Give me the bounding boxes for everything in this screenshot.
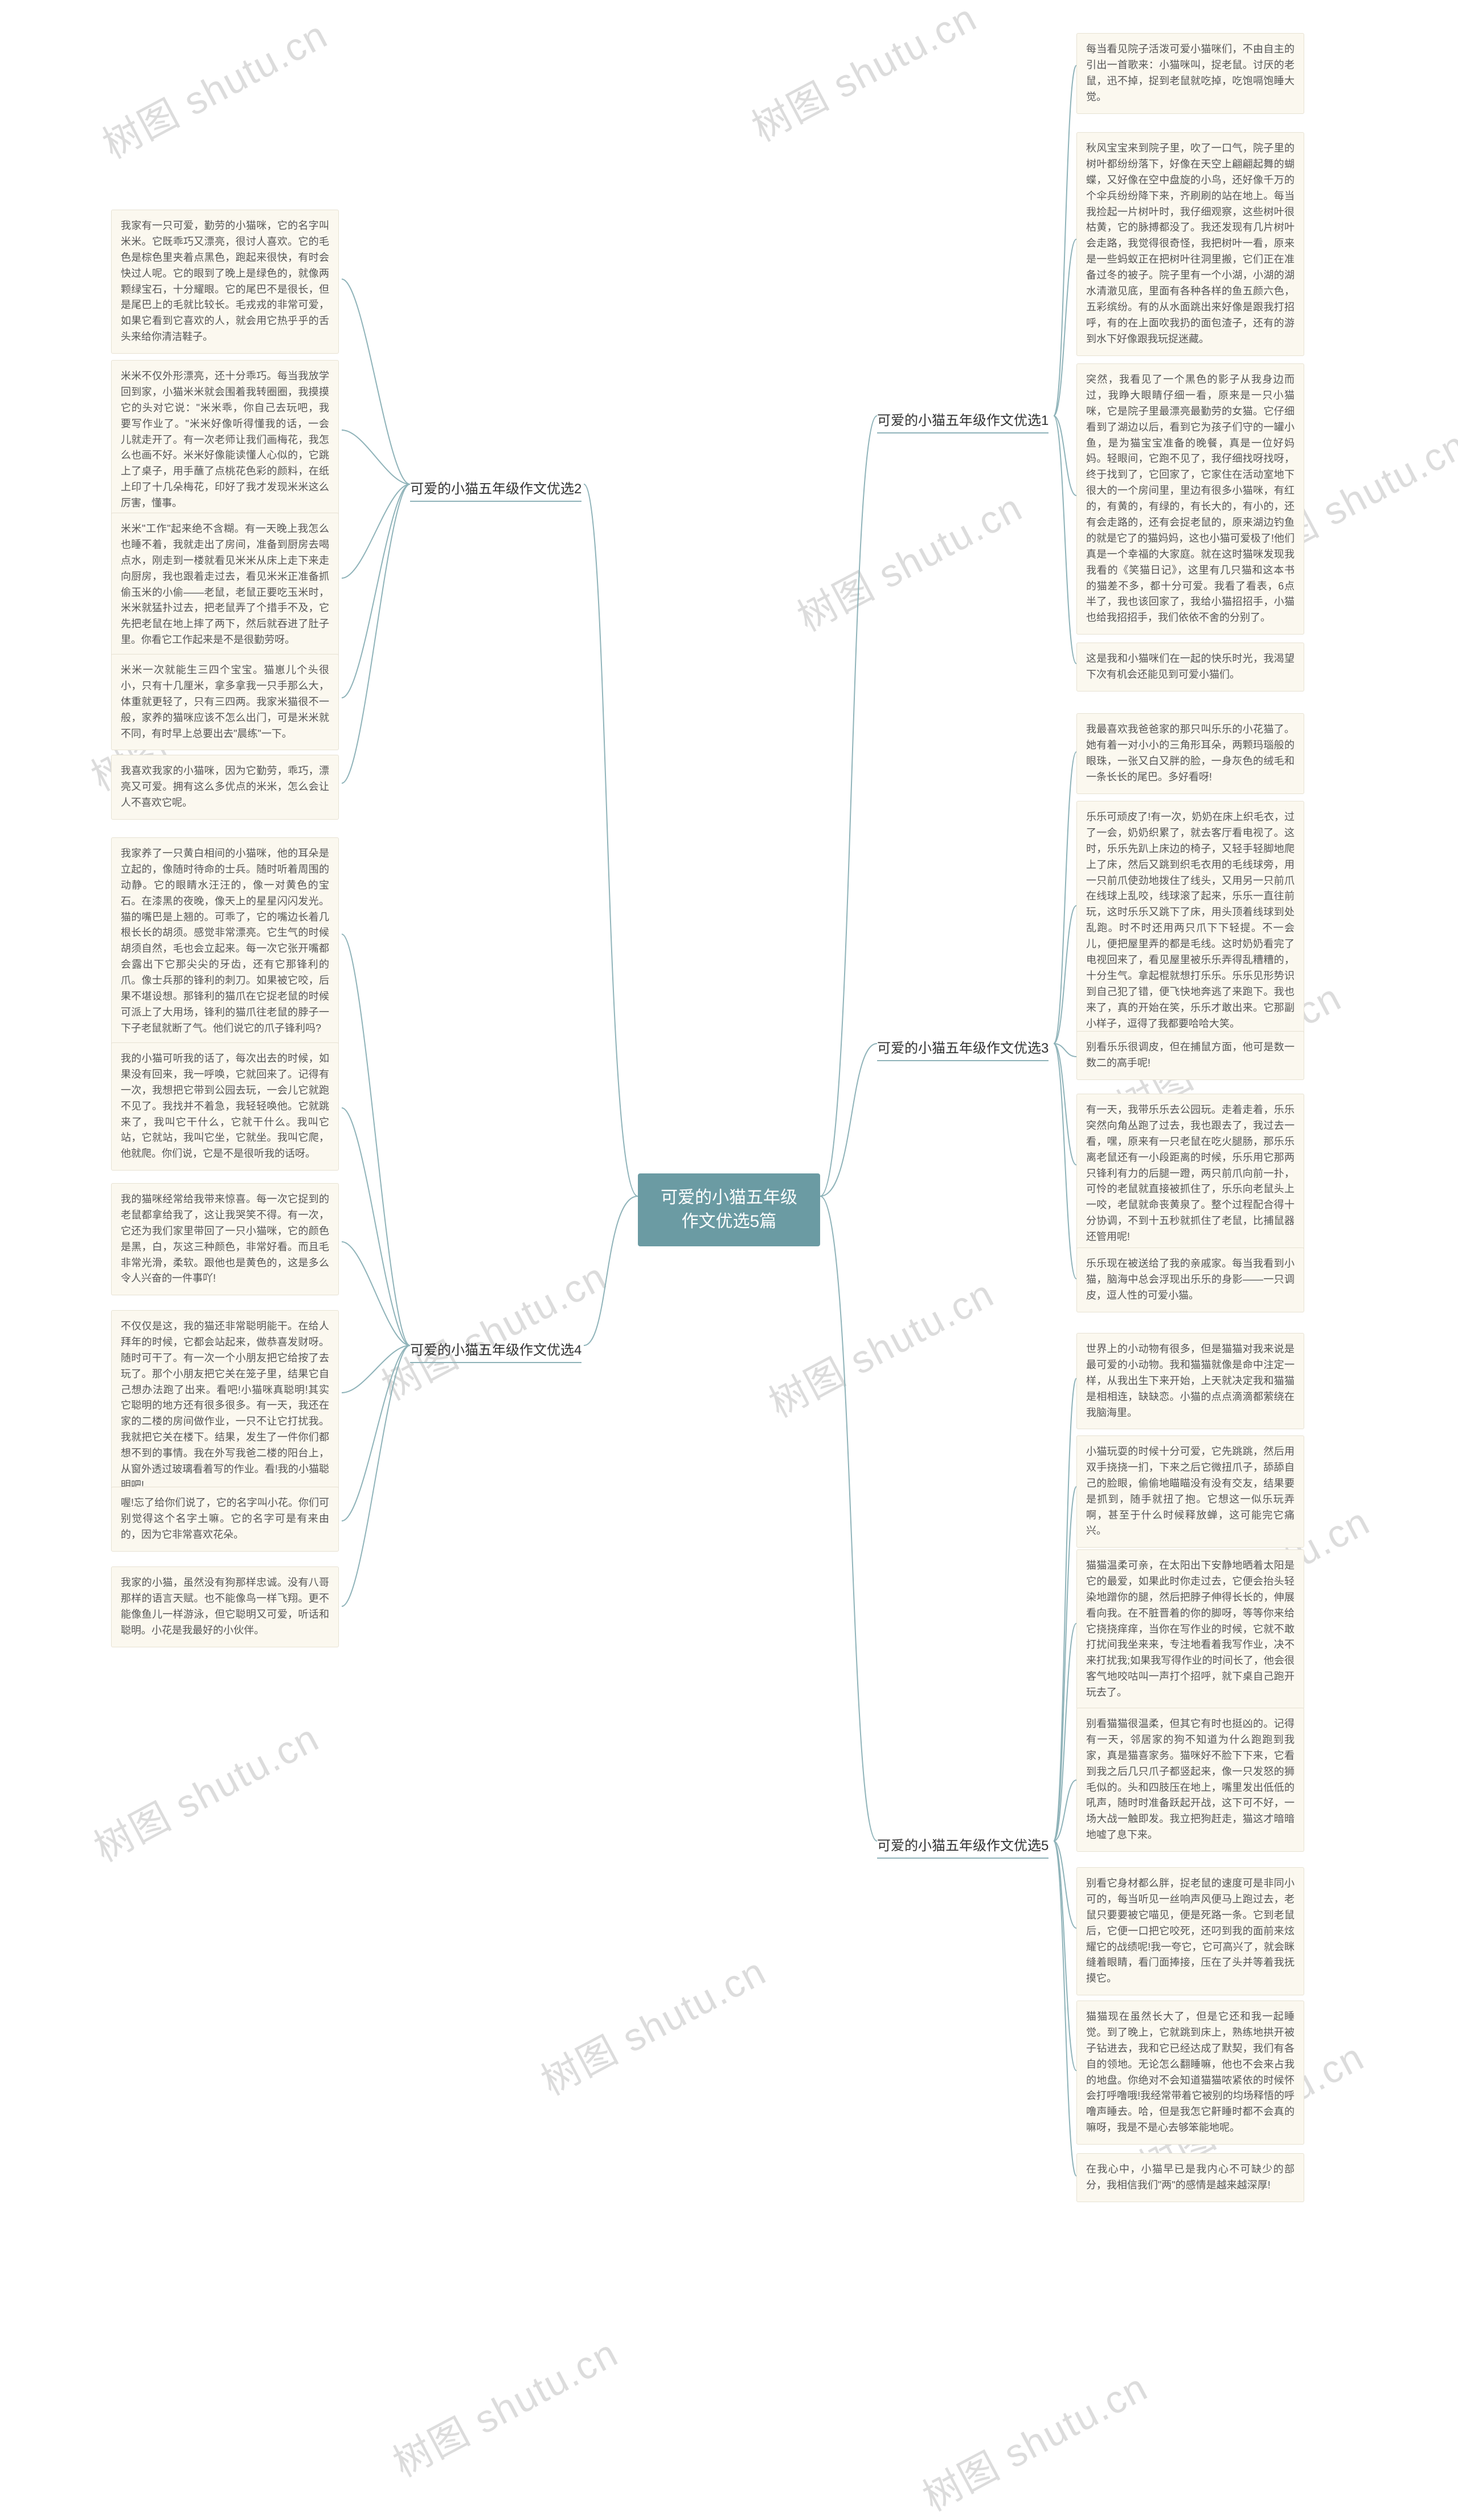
leaf-node: 米米不仅外形漂亮，还十分乖巧。每当我放学回到家，小猫米米就会围着我转圈圈，我摸摸… (111, 360, 339, 520)
branch-label-3: 可爱的小猫五年级作文优选3 (877, 1037, 1049, 1061)
leaf-node: 我家的小猫，虽然没有狗那样忠诚。没有八哥那样的语言天赋。也不能像鸟一样飞翔。更不… (111, 1566, 339, 1647)
leaf-node: 不仅仅是这，我的猫还非常聪明能干。在给人拜年的时候，它都会站起来，做恭喜发财呀。… (111, 1310, 339, 1502)
leaf-node: 这是我和小猫咪们在一起的快乐时光，我渴望下次有机会还能见到可爱小猫们。 (1076, 643, 1304, 692)
watermark: 树图 shutu.cn (786, 476, 1031, 642)
leaf-node: 世界上的小动物有很多，但是猫猫对我来说是最可爱的小动物。我和猫猫就像是命中注定一… (1076, 1333, 1304, 1429)
branch-label-2: 可爱的小猫五年级作文优选2 (410, 477, 581, 502)
leaf-node: 别看它身材都么胖，捉老鼠的速度可是非同小可的，每当听见一丝响声风便马上跑过去，老… (1076, 1867, 1304, 1995)
leaf-node: 米米"工作"起来绝不含糊。有一天晚上我怎么也睡不着，我就走出了房间，准备到厨房去… (111, 513, 339, 657)
branch-label-4: 可爱的小猫五年级作文优选4 (410, 1339, 581, 1363)
watermark: 树图 shutu.cn (911, 2356, 1156, 2520)
leaf-node: 我的小猫可听我的话了，每次出去的时候，如果没有回来，我一呼唤，它就回来了。记得有… (111, 1042, 339, 1171)
watermark: 树图 shutu.cn (83, 1707, 327, 1872)
leaf-node: 我喜欢我家的小猫咪，因为它勤劳，乖巧，漂亮又可爱。拥有这么多优点的米米，怎么会让… (111, 755, 339, 820)
watermark: 树图 shutu.cn (370, 1245, 615, 1411)
leaf-node: 我的猫咪经常给我带来惊喜。每一次它捉到的老鼠都拿给我了，这让我哭笑不得。有一次，… (111, 1183, 339, 1295)
leaf-node: 乐乐可顽皮了!有一次，奶奶在床上织毛衣，过了一会，奶奶织累了，就去客厅看电视了。… (1076, 801, 1304, 1040)
branch-label-1: 可爱的小猫五年级作文优选1 (877, 409, 1049, 433)
leaf-node: 乐乐现在被送给了我的亲戚家。每当我看到小猫，脑海中总会浮现出乐乐的身影——一只调… (1076, 1247, 1304, 1312)
leaf-node: 别看乐乐很调皮，但在捕鼠方面，他可是数一数二的高手呢! (1076, 1031, 1304, 1080)
leaf-node: 秋风宝宝来到院子里，吹了一口气，院子里的树叶都纷纷落下，好像在天空上翩翩起舞的蝴… (1076, 132, 1304, 356)
leaf-node: 喔!忘了给你们说了，它的名字叫小花。你们可别觉得这个名字土嘛。它的名字可是有来由… (111, 1487, 339, 1552)
center-node: 可爱的小猫五年级作文优选5篇 (638, 1173, 820, 1246)
watermark: 树图 shutu.cn (91, 3, 336, 169)
leaf-node: 猫猫温柔可亲，在太阳出下安静地晒着太阳是它的最爱，如果此时你走过去，它便会抬头轻… (1076, 1549, 1304, 1709)
leaf-node: 我家养了一只黄白相间的小猫咪，他的耳朵是立起的，像随时待命的士兵。随时听着周围的… (111, 837, 339, 1045)
leaf-node: 我家有一只可爱，勤劳的小猫咪，它的名字叫米米。它既乖巧又漂亮，很讨人喜欢。它的毛… (111, 210, 339, 354)
watermark: 树图 shutu.cn (530, 1940, 775, 2106)
watermark: 树图 shutu.cn (382, 2322, 626, 2488)
watermark: 树图 shutu.cn (757, 1262, 1002, 1428)
leaf-node: 别看猫猫很温柔，但其它有时也挺凶的。记得有一天，邻居家的狗不知道为什么跑跑到我家… (1076, 1708, 1304, 1852)
leaf-node: 米米一次就能生三四个宝宝。猫崽儿个头很小，只有十几厘米，拿多拿我一只手那么大，体… (111, 654, 339, 750)
leaf-node: 猫猫现在虽然长大了，但是它还和我一起睡觉。到了晚上，它就跳到床上，熟练地拱开被子… (1076, 2001, 1304, 2145)
leaf-node: 在我心中，小猫早已是我内心不可缺少的部分，我相信我们"两"的感情是越来越深厚! (1076, 2153, 1304, 2202)
leaf-node: 有一天，我带乐乐去公园玩。走着走着，乐乐突然向角丛跑了过去，我也跟去了，我过去一… (1076, 1094, 1304, 1254)
leaf-node: 小猫玩耍的时候十分可爱，它先跳跳，然后用双手挠挠一扪，下来之后它微扭爪子，舔舔自… (1076, 1435, 1304, 1548)
leaf-node: 我最喜欢我爸爸家的那只叫乐乐的小花猫了。她有着一对小小的三角形耳朵，两颗玛瑙般的… (1076, 713, 1304, 794)
leaf-node: 突然，我看见了一个黑色的影子从我身边而过，我睁大眼睛仔细一看，原来是一只小猫咪，… (1076, 363, 1304, 635)
branch-label-5: 可爱的小猫五年级作文优选5 (877, 1834, 1049, 1859)
watermark: 树图 shutu.cn (740, 0, 985, 152)
mindmap-canvas: 树图 shutu.cn 树图 shutu.cn 树图 shutu.cn 树图 s… (0, 0, 1458, 2520)
leaf-node: 每当看见院子活泼可爱小猫咪们，不由自主的引出一首歌来：小猫咪叫，捉老鼠。讨厌的老… (1076, 33, 1304, 114)
